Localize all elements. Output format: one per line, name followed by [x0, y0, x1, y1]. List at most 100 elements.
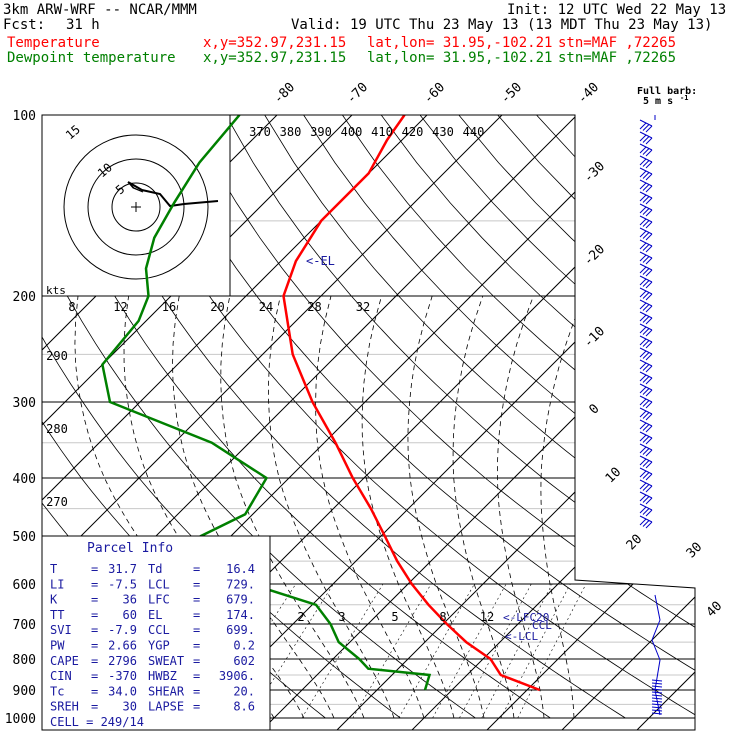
- dry-adiabat: [264, 115, 695, 719]
- pressure-label-800: 800: [13, 653, 36, 668]
- svg-text:=: =: [193, 654, 200, 668]
- pressure-label-500: 500: [13, 530, 36, 545]
- mixing-ratio-low-label: 5: [391, 610, 398, 624]
- pressure-label-700: 700: [13, 618, 36, 633]
- isotherm-label: 40: [704, 599, 726, 621]
- parcel-key: T: [50, 562, 57, 576]
- theta-left-label: 280: [46, 422, 68, 436]
- ccl-annotation: CCL: [532, 619, 552, 632]
- dry-adiabat: [70, 115, 626, 719]
- dry-adiabat: [536, 115, 695, 719]
- mixing-ratio-label: 28: [307, 300, 321, 314]
- parcel-value: 60: [123, 608, 137, 622]
- svg-text:=: =: [193, 700, 200, 714]
- model-title: 3km ARW-WRF -- NCAR/MMM: [3, 2, 197, 18]
- parcel-value: 8.6: [233, 700, 255, 714]
- svg-text:=: =: [91, 577, 98, 591]
- hodograph-ring: [111, 182, 161, 232]
- mixing-ratio-label: 12: [113, 300, 127, 314]
- parcel-value: 36: [123, 593, 137, 607]
- parcel-key: SVI: [50, 623, 72, 637]
- parcel-key: CIN: [50, 669, 72, 683]
- isotherm-label: -10: [581, 324, 608, 351]
- moist-adiabat: [497, 295, 545, 719]
- isotherm: [411, 115, 695, 730]
- svg-text:=: =: [193, 639, 200, 653]
- parcel-value: 20.: [233, 684, 255, 698]
- moist-adiabat: [268, 295, 395, 719]
- isotherm-label: -70: [344, 80, 371, 107]
- el-annotation: <-EL: [306, 254, 335, 268]
- temperature-legend: Temperature: [7, 35, 100, 51]
- parcel-value: -370: [108, 669, 137, 683]
- forecast-hours: 31 h: [66, 17, 100, 33]
- temperature-latlon: lat,lon= 31.95,-102.21: [367, 35, 553, 51]
- pressure-label-200: 200: [13, 290, 36, 305]
- mixing-line: [517, 583, 587, 719]
- dry-adiabat: [42, 115, 551, 719]
- theta-label: 410: [371, 125, 393, 139]
- svg-text:=: =: [91, 654, 98, 668]
- mixing-line: [481, 583, 553, 719]
- parcel-key: PW: [50, 639, 65, 653]
- dewpoint-legend: Dewpoint temperature: [7, 50, 176, 66]
- parcel-value: 34.0: [108, 684, 137, 698]
- dry-adiabat: [613, 115, 695, 719]
- dry-adiabat: [419, 115, 695, 719]
- parcel-key: YGP: [148, 639, 170, 653]
- parcel-key: CAPE: [50, 654, 79, 668]
- mixing-ratio-low-label: 3: [338, 610, 345, 624]
- isotherm-label: 0: [586, 401, 602, 417]
- mixing-ratio-label: 24: [259, 300, 273, 314]
- pressure-label-600: 600: [13, 578, 36, 593]
- dewpoint-trace: [101, 115, 432, 691]
- pressure-label-300: 300: [13, 396, 36, 411]
- valid-time: Valid: 19 UTC Thu 23 May 13 (13 MDT Thu …: [291, 17, 713, 33]
- dewpoint-station: stn=MAF ,72265: [558, 50, 677, 66]
- mixing-line: [432, 583, 507, 719]
- parcel-key: K: [50, 593, 58, 607]
- isotherm-label: -60: [421, 80, 448, 107]
- parcel-value: 16.4: [226, 562, 255, 576]
- dry-adiabat: [42, 115, 476, 719]
- svg-text:=: =: [193, 593, 200, 607]
- dewpoint-xy: x,y=352.97,231.15: [203, 50, 347, 66]
- moist-adiabat: [407, 295, 485, 719]
- dry-adiabat: [225, 115, 695, 719]
- temperature-trace: [282, 115, 541, 692]
- dry-adiabat: [380, 115, 695, 719]
- barb-legend-line2: 5 m s: [643, 96, 673, 107]
- theta-left-label: 270: [46, 495, 68, 509]
- mixing-ratio-low-label: 8: [439, 610, 446, 624]
- isotherm: [42, 115, 353, 730]
- temperature-station: stn=MAF ,72265: [558, 35, 677, 51]
- parcel-cell: CELL = 249/14: [50, 715, 144, 729]
- hodograph-units: kts: [46, 284, 66, 297]
- isotherm-label: -80: [271, 80, 298, 107]
- mixing-ratio-low-label: 12: [480, 610, 494, 624]
- temperature-xy: x,y=352.97,231.15: [203, 35, 347, 51]
- mixing-ratio-label: 16: [162, 300, 176, 314]
- pressure-label-1000: 1000: [5, 712, 36, 727]
- isotherm: [486, 115, 695, 730]
- hodograph-ring: [63, 134, 209, 280]
- isotherm-label: -30: [581, 159, 608, 186]
- parcel-value: -7.5: [108, 577, 137, 591]
- theta-label: 370: [249, 125, 271, 139]
- parcel-key: HWBZ: [148, 669, 177, 683]
- isotherm: [42, 115, 503, 730]
- svg-text:=: =: [91, 608, 98, 622]
- dry-adiabat: [652, 115, 695, 719]
- pressure-label-900: 900: [13, 684, 36, 699]
- moist-adiabat: [540, 295, 585, 719]
- svg-text:=: =: [193, 577, 200, 591]
- dry-adiabat: [303, 115, 695, 719]
- dewpoint-latlon: lat,lon= 31.95,-102.21: [367, 50, 553, 66]
- parcel-key: SHEAR: [148, 684, 185, 698]
- parcel-key: Td: [148, 562, 162, 576]
- theta-label: 430: [432, 125, 454, 139]
- svg-text:=: =: [193, 562, 200, 576]
- mixing-line: [500, 583, 571, 719]
- parcel-value: 31.7: [108, 562, 137, 576]
- theta-label: 390: [310, 125, 332, 139]
